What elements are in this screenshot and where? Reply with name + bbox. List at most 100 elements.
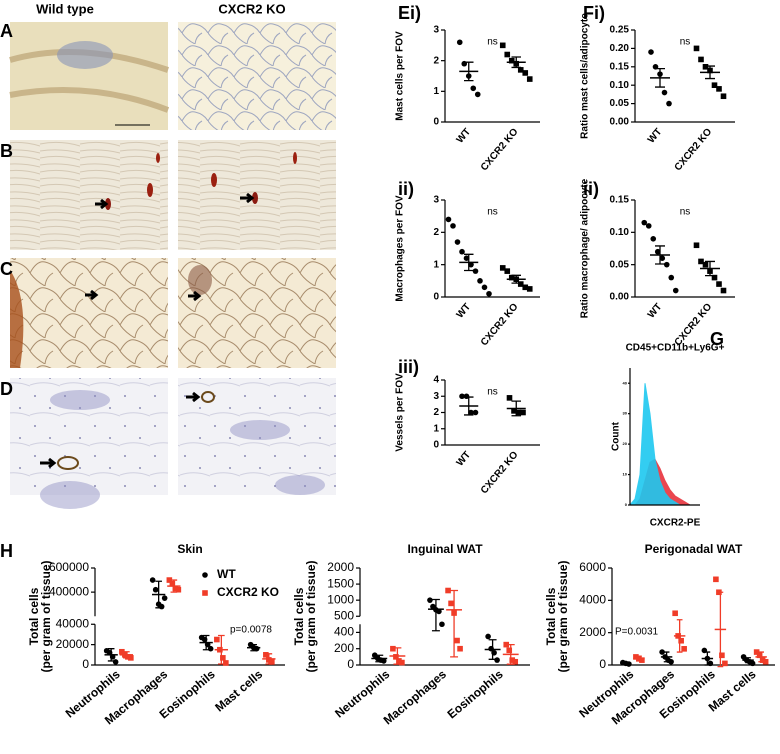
y-tick-label: 3 xyxy=(433,25,439,36)
y-tick-label: 1000 xyxy=(327,592,354,606)
annotation: P=0.0031 xyxy=(615,627,659,638)
data-point xyxy=(663,261,670,268)
y-tick-label: 10 xyxy=(623,472,628,477)
data-point xyxy=(698,258,704,265)
error-bar xyxy=(464,253,474,272)
data-point xyxy=(399,659,405,666)
x-tick-label: CXCR2 KO xyxy=(479,301,521,348)
data-point xyxy=(678,637,684,644)
panel-label: D xyxy=(0,379,13,399)
data-point xyxy=(702,64,709,70)
data-point xyxy=(650,236,657,242)
data-point xyxy=(214,636,220,643)
data-point xyxy=(202,590,208,596)
x-tick-label: WT xyxy=(646,302,664,321)
y-tick-label: 40 xyxy=(623,380,628,385)
y-tick-label: 1500 xyxy=(327,576,354,590)
y-tick-label: 0 xyxy=(599,657,606,671)
data-point xyxy=(207,645,214,652)
error-bar xyxy=(636,655,642,662)
y-tick-label: 3 xyxy=(433,391,439,402)
annotation: ns xyxy=(487,387,498,398)
y-tick-label: 2000 xyxy=(327,560,354,574)
data-point xyxy=(459,393,465,400)
annotation: p=0.0078 xyxy=(230,625,272,636)
y-tick-label: 0.00 xyxy=(610,117,630,128)
data-point xyxy=(472,409,479,416)
y-tick-label: 0 xyxy=(625,502,628,507)
panel-label: A xyxy=(0,21,13,41)
data-point xyxy=(494,657,500,663)
error-bar xyxy=(704,651,711,666)
error-bar xyxy=(676,619,683,653)
y-tick-label: 0.05 xyxy=(610,98,630,109)
x-tick-label: Mast cells xyxy=(212,667,265,715)
data-point xyxy=(486,290,492,297)
data-point xyxy=(445,216,452,223)
error-bar xyxy=(745,657,751,664)
data-point xyxy=(693,242,700,249)
data-point xyxy=(762,658,769,665)
y-axis-label: Mast cells per FOV xyxy=(395,31,406,121)
data-point xyxy=(509,657,516,663)
y-tick-label: 0 xyxy=(433,440,439,451)
data-point xyxy=(223,660,229,666)
x-tick-label: WT xyxy=(646,127,664,146)
data-point xyxy=(463,255,470,261)
data-point xyxy=(645,223,652,229)
x-tick-label: WT xyxy=(455,127,473,146)
data-point xyxy=(508,57,515,64)
data-point xyxy=(448,600,454,607)
data-point xyxy=(508,274,515,281)
data-point xyxy=(753,649,760,655)
data-point xyxy=(149,577,156,583)
x-tick-label: CXCR2 KO xyxy=(673,301,715,348)
data-point xyxy=(681,646,687,652)
data-point xyxy=(759,657,766,663)
data-point xyxy=(517,281,524,287)
panel-label: B xyxy=(0,141,13,161)
y-tick-label: 30 xyxy=(623,411,628,416)
error-bar xyxy=(250,643,257,652)
panel-label: G xyxy=(710,329,724,349)
data-point xyxy=(457,645,463,652)
data-point xyxy=(672,610,678,617)
data-point xyxy=(515,409,522,416)
error-bar xyxy=(393,647,402,665)
x-tick-label: Neutrophils xyxy=(332,667,392,721)
y-tick-label: 20000 xyxy=(56,637,90,651)
y-axis-label: Ratio macrophage/ adipocyte xyxy=(580,178,591,318)
y-axis-label: Count xyxy=(611,421,622,451)
y-tick-label: 40000 xyxy=(56,616,90,630)
error-bar xyxy=(123,651,130,659)
chart-title: CD45+CD11b+Ly6G+ xyxy=(626,343,725,354)
y-tick-label: 0.25 xyxy=(610,25,630,36)
panel-label: H xyxy=(0,541,13,561)
error-bar xyxy=(655,67,665,88)
data-point xyxy=(474,91,481,98)
y-tick-label: 0.10 xyxy=(610,227,630,238)
y-tick-label: 3 xyxy=(433,195,439,206)
data-point xyxy=(158,603,165,610)
data-point xyxy=(639,657,645,663)
error-bar xyxy=(506,643,515,665)
data-point xyxy=(506,395,513,401)
data-point xyxy=(454,637,460,644)
x-axis-label: CXCR2-PE xyxy=(650,518,701,529)
histology xyxy=(9,22,336,509)
data-point xyxy=(454,239,461,245)
error-bar xyxy=(705,65,715,80)
data-point xyxy=(661,89,668,96)
data-point xyxy=(668,274,675,281)
data-point xyxy=(522,284,529,291)
y-tick-label: 1 xyxy=(433,259,439,270)
data-point xyxy=(112,659,119,665)
data-point xyxy=(719,652,725,659)
data-point xyxy=(756,652,763,659)
data-point xyxy=(503,641,510,648)
data-point xyxy=(128,655,134,661)
data-point xyxy=(512,658,519,665)
data-point xyxy=(393,654,399,660)
data-point xyxy=(125,654,131,660)
data-point xyxy=(659,649,665,655)
